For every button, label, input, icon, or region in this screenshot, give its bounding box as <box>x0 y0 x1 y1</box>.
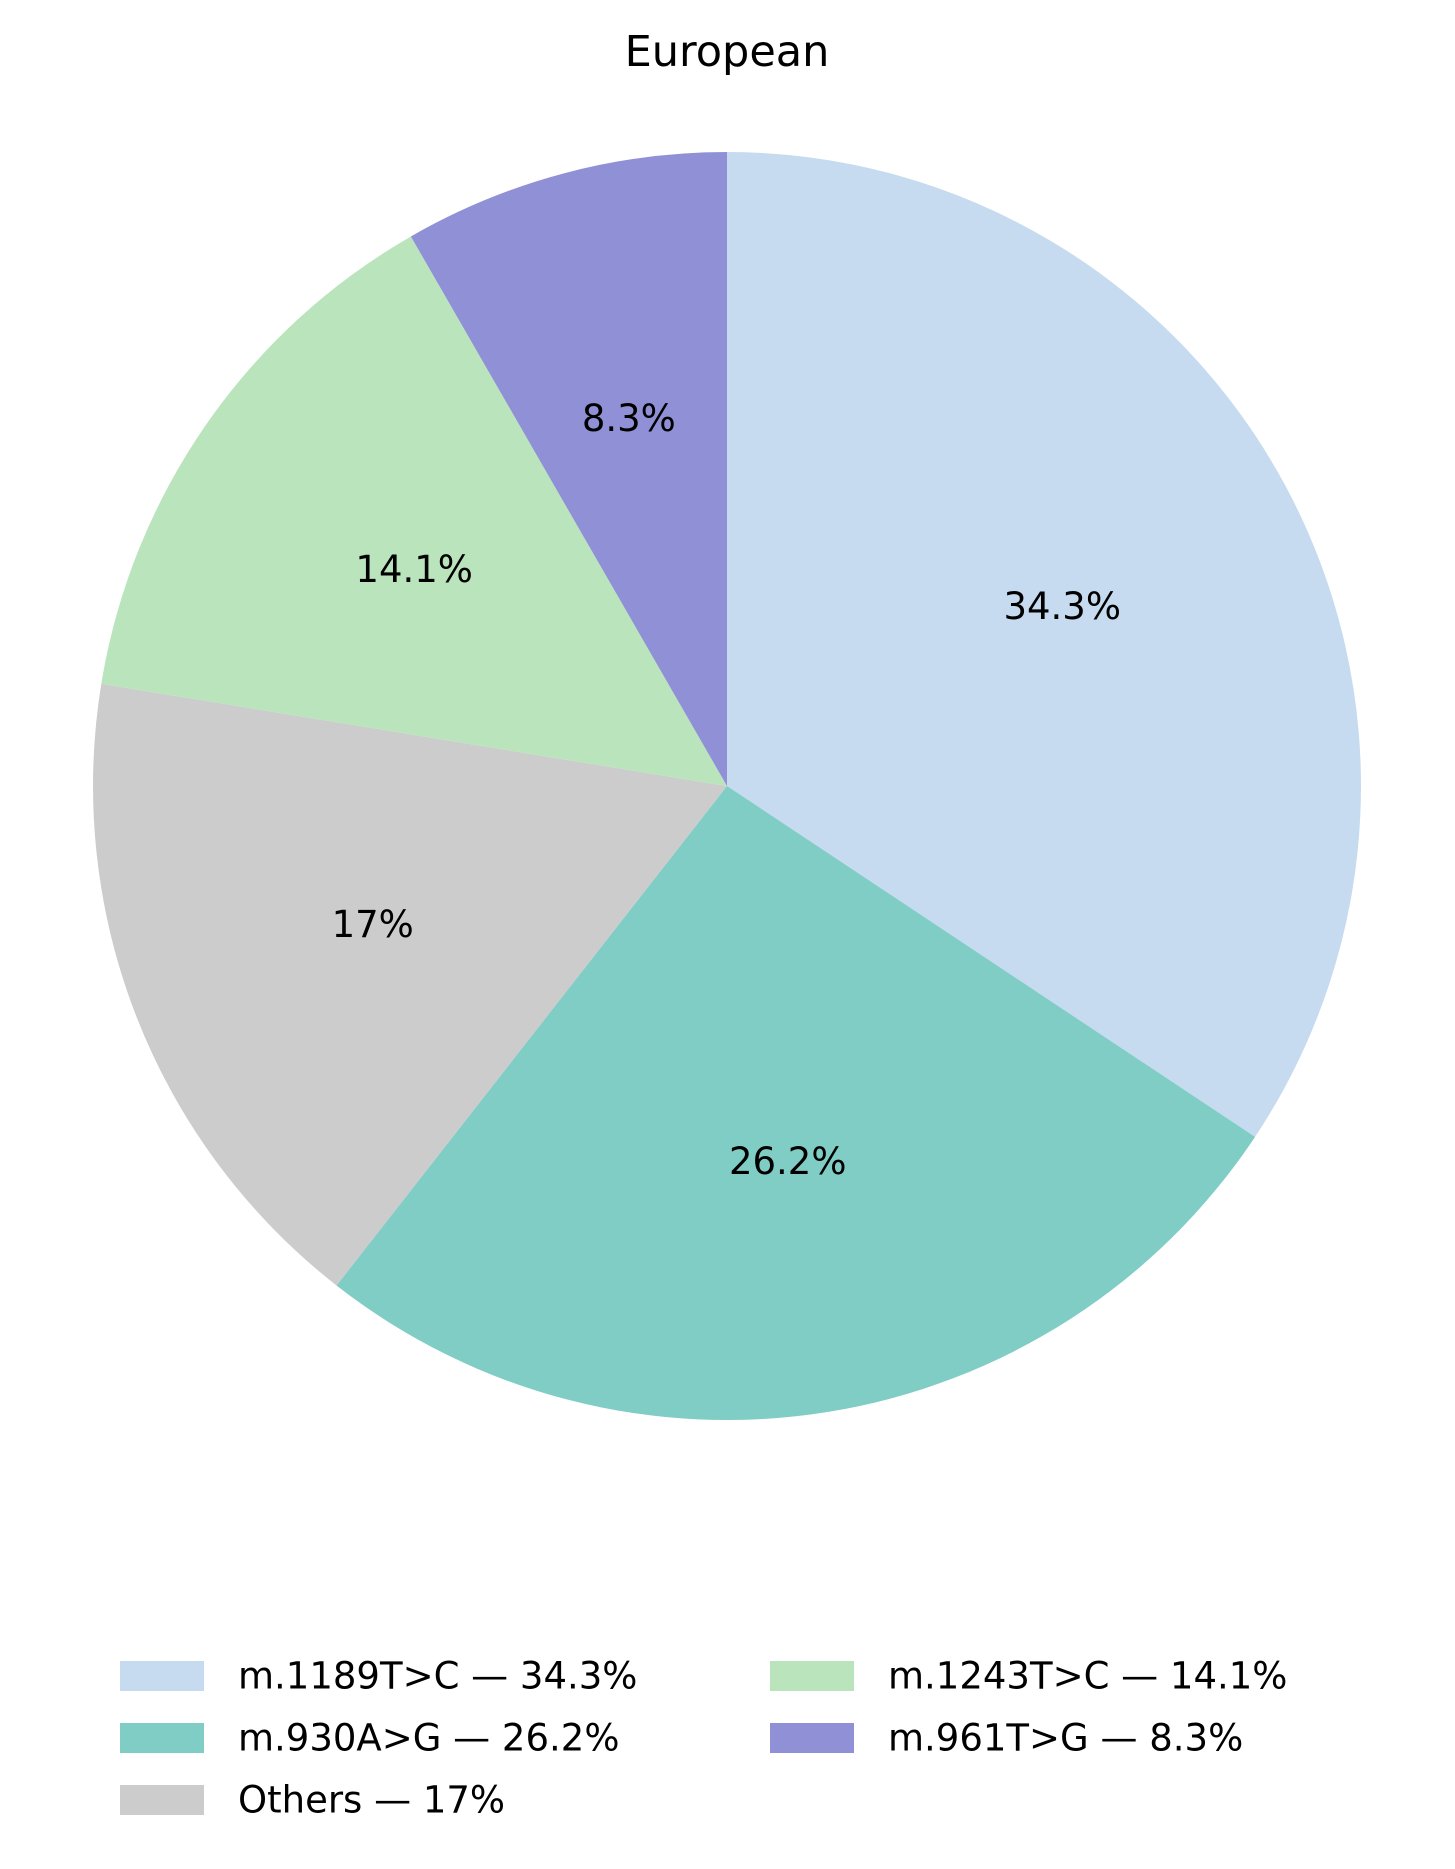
legend-item-m-930a-g: m.930A>G — 26.2% <box>120 1717 619 1760</box>
legend-item-m-961t-g: m.961T>G — 8.3% <box>770 1717 1243 1760</box>
legend-swatch-m-1189t-c <box>120 1661 204 1691</box>
pie-slice-m-961t-g <box>410 152 727 786</box>
legend-label-others: Others — 17% <box>238 1779 505 1822</box>
legend-swatch-m-930a-g <box>120 1723 204 1753</box>
legend-label-m-961t-g: m.961T>G — 8.3% <box>888 1717 1243 1760</box>
legend-item-m-1243t-c: m.1243T>C — 14.1% <box>770 1655 1287 1698</box>
pie-labels: 34.3% 26.2% 17% 14.1% 8.3% <box>332 397 1121 1183</box>
slice-label-m-961t-g: 8.3% <box>582 397 676 440</box>
pie-slice-m-1189t-c <box>727 152 1361 1137</box>
legend-swatch-m-1243t-c <box>770 1661 854 1691</box>
pie-slice-m-930a-g <box>336 786 1256 1421</box>
pie-slice-others <box>93 683 728 1286</box>
chart-title: European <box>625 27 830 77</box>
legend: m.1189T>C — 34.3% m.930A>G — 26.2% Others … <box>120 1655 1287 1822</box>
legend-item-m-1189t-c: m.1189T>C — 34.3% <box>120 1655 637 1698</box>
legend-item-others: Others — 17% <box>120 1779 505 1822</box>
legend-swatch-others <box>120 1785 204 1815</box>
legend-label-m-1243t-c: m.1243T>C — 14.1% <box>888 1655 1287 1698</box>
pie-slices <box>93 152 1361 1421</box>
pie-slice-m-1243t-c <box>101 236 728 786</box>
slice-label-m-930a-g: 26.2% <box>729 1140 847 1183</box>
legend-label-m-1189t-c: m.1189T>C — 34.3% <box>238 1655 637 1698</box>
legend-label-m-930a-g: m.930A>G — 26.2% <box>238 1717 619 1760</box>
legend-swatch-m-961t-g <box>770 1723 854 1753</box>
slice-label-others: 17% <box>332 903 414 946</box>
slice-label-m-1243t-c: 14.1% <box>355 548 473 591</box>
slice-label-m-1189t-c: 34.3% <box>1003 585 1121 628</box>
